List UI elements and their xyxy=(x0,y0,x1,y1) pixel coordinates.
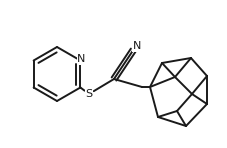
Text: N: N xyxy=(77,54,85,65)
Text: N: N xyxy=(132,41,141,51)
Text: S: S xyxy=(85,89,92,99)
